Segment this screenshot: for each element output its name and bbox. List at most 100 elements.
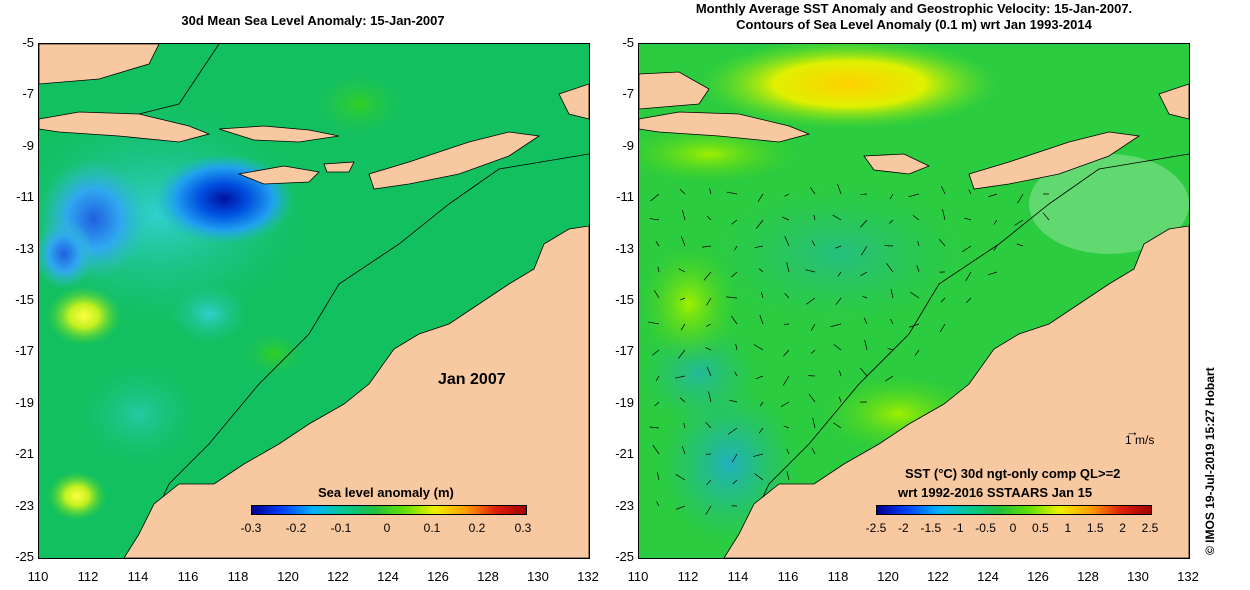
right-colorbar — [876, 505, 1152, 515]
right-cbar-tick: -0.5 — [975, 521, 996, 535]
velocity-vector — [705, 505, 712, 515]
velocity-vector — [679, 189, 686, 195]
left-lon-tick-label: 110 — [27, 569, 49, 584]
velocity-vector — [813, 214, 816, 221]
velocity-vector — [783, 349, 790, 357]
left-cbar-tick: -0.1 — [330, 521, 352, 535]
velocity-vector — [703, 271, 712, 281]
velocity-vector — [655, 375, 660, 381]
velocity-vector — [890, 318, 894, 325]
velocity-vector — [812, 417, 816, 429]
left-lat-tick-label: -13 — [15, 240, 34, 256]
velocity-vector — [657, 266, 660, 273]
velocity-vector — [732, 479, 738, 485]
right-lon-tick-label: 112 — [677, 569, 699, 584]
right-lat-tick-label: -17 — [615, 343, 634, 359]
right-lon-tick-label: 130 — [1127, 569, 1149, 584]
velocity-vector — [833, 344, 842, 351]
right-lon-tick-label: 122 — [927, 569, 949, 584]
velocity-vector — [757, 193, 764, 202]
velocity-vector — [781, 216, 790, 221]
right-lat-tick-label: -21 — [615, 446, 634, 462]
velocity-vector — [938, 238, 946, 247]
velocity-vector — [731, 219, 738, 225]
velocity-vector — [886, 263, 894, 273]
left-lat-tick-label: -9 — [22, 137, 34, 153]
velocity-scale-label: 1 m/s — [1125, 433, 1155, 447]
right-cbar-tick: 1 — [1064, 521, 1072, 535]
left-lon-tick-label: 118 — [227, 569, 249, 584]
velocity-vector — [758, 268, 764, 273]
left-lon-tick-label: 128 — [477, 569, 499, 584]
velocity-vector — [885, 375, 894, 382]
velocity-vector — [914, 349, 920, 356]
left-lat-tick-label: -17 — [15, 343, 34, 359]
velocity-vector — [759, 401, 764, 407]
sst-anomaly-map — [638, 43, 1190, 559]
velocity-vector — [706, 323, 712, 327]
right-lat-tick-label: -7 — [622, 86, 634, 102]
velocity-vector — [682, 209, 686, 221]
velocity-vector — [654, 401, 660, 407]
velocity-vector — [726, 191, 738, 195]
velocity-vector — [988, 193, 998, 198]
velocity-vector — [680, 297, 686, 301]
velocity-vector — [860, 271, 868, 277]
left-colorbar-label: Sea level anomaly (m) — [318, 485, 454, 500]
left-lat-tick-label: -21 — [15, 446, 34, 462]
velocity-vector — [942, 209, 946, 221]
velocity-vector — [862, 295, 868, 299]
velocity-vector — [784, 193, 790, 197]
velocity-vector — [729, 399, 738, 403]
right-cbar-tick: 2.5 — [1141, 521, 1159, 535]
velocity-vector — [890, 289, 894, 299]
velocity-vector — [939, 323, 946, 333]
velocity-vector — [708, 391, 712, 403]
velocity-vector — [726, 296, 738, 299]
right-cbar-tick: 1.5 — [1086, 521, 1104, 535]
right-lat-tick-label: -15 — [615, 292, 634, 307]
velocity-vector — [706, 479, 712, 486]
velocity-vector — [755, 375, 764, 380]
velocity-vector — [656, 501, 660, 507]
velocity-vector — [1042, 212, 1050, 221]
velocity-vector — [650, 193, 660, 202]
velocity-vector — [727, 427, 738, 435]
velocity-vector — [754, 245, 764, 249]
velocity-vector — [648, 321, 660, 325]
left-lon-tick-label: 132 — [577, 569, 599, 584]
velocity-vector — [679, 397, 686, 403]
left-cbar-tick: 0 — [383, 521, 391, 535]
velocity-vector — [811, 349, 816, 354]
velocity-vector — [735, 343, 738, 351]
velocity-vector — [833, 422, 842, 429]
left-cbar-tick: 0.1 — [423, 521, 441, 535]
velocity-vector — [786, 448, 790, 455]
left-cbar-tick: -0.3 — [240, 521, 262, 535]
velocity-vector — [649, 426, 660, 429]
velocity-vector — [683, 422, 686, 429]
velocity-vector — [675, 474, 686, 481]
velocity-vector — [731, 271, 738, 278]
velocity-vector — [706, 297, 712, 306]
left-lon-tick-label: 126 — [427, 569, 449, 584]
right-lat-tick-label: -25 — [615, 549, 634, 564]
left-cbar-tick: -0.2 — [285, 521, 307, 535]
velocity-vector — [680, 323, 686, 331]
right-lat-tick-label: -5 — [622, 35, 634, 50]
right-lat-tick-label: -23 — [615, 497, 634, 513]
velocity-vector — [784, 235, 790, 247]
left-lat-tick-label: -7 — [22, 86, 34, 102]
velocity-vector — [916, 265, 920, 273]
right-colorbar-label-line1: SST (°C) 30d ngt-only comp QL>=2 — [905, 466, 1121, 481]
left-cbar-tick: 0.2 — [468, 521, 486, 535]
velocity-vector — [678, 349, 686, 359]
velocity-vector — [964, 217, 972, 221]
velocity-vector — [887, 348, 894, 351]
right-cbar-tick: 0.5 — [1032, 521, 1049, 535]
velocity-vector — [832, 214, 842, 221]
velocity-vector — [731, 315, 738, 325]
velocity-vector — [705, 421, 712, 429]
left-lon-tick-label: 112 — [77, 569, 99, 584]
right-cbar-tick: -1 — [952, 521, 964, 535]
